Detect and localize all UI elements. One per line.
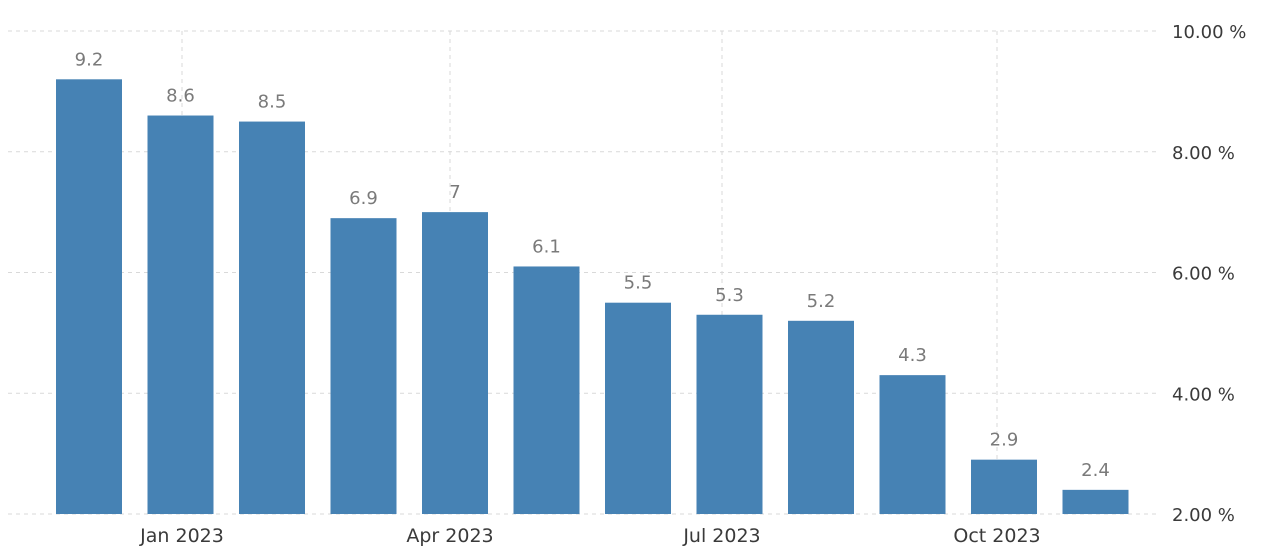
bar-value-label: 8.6 xyxy=(166,86,195,107)
x-tick-label: Jan 2023 xyxy=(139,525,224,547)
bar-value-label: 2.4 xyxy=(1081,460,1110,481)
bar xyxy=(330,218,397,514)
bar xyxy=(422,212,488,514)
bar xyxy=(879,375,946,514)
x-tick-label: Jul 2023 xyxy=(682,525,760,547)
bar xyxy=(696,314,763,514)
x-tick-label: Apr 2023 xyxy=(406,525,493,547)
bar-value-label: 5.3 xyxy=(715,285,744,306)
bar-value-label: 8.5 xyxy=(258,92,287,113)
y-tick-label: 10.00 % xyxy=(1172,22,1246,43)
bar-value-label: 4.3 xyxy=(898,345,927,366)
bar xyxy=(239,121,305,514)
bar xyxy=(788,320,854,514)
bar-value-label: 6.1 xyxy=(532,236,561,257)
bar-layer xyxy=(56,79,1129,515)
x-tick-label: Oct 2023 xyxy=(953,525,1040,547)
y-tick-label: 2.00 % xyxy=(1172,505,1235,526)
bar xyxy=(605,302,671,514)
bar xyxy=(971,459,1037,514)
y-axis-ticks: 10.00 % 8.00 % 6.00 % 4.00 % 2.00 % xyxy=(1172,22,1246,526)
bar xyxy=(1062,489,1129,514)
bar-value-labels: 9.2 8.6 8.5 6.9 7 6.1 5.5 5.3 5.2 4.3 2.9 2.4 xyxy=(75,49,1110,481)
bar-value-label: 7 xyxy=(449,182,460,203)
y-tick-label: 6.00 % xyxy=(1172,264,1235,285)
bar xyxy=(513,266,580,514)
x-axis-ticks: Jan 2023 Apr 2023 Jul 2023 Oct 2023 xyxy=(139,525,1040,547)
bar-value-label: 2.9 xyxy=(990,430,1019,451)
bar xyxy=(147,115,214,515)
bar xyxy=(56,79,122,515)
bar-value-label: 6.9 xyxy=(349,188,378,209)
bar-value-label: 5.5 xyxy=(624,273,653,294)
y-tick-label: 8.00 % xyxy=(1172,143,1235,164)
y-tick-label: 4.00 % xyxy=(1172,384,1235,405)
bar-value-label: 5.2 xyxy=(807,291,836,312)
bar-value-label: 9.2 xyxy=(75,49,104,70)
